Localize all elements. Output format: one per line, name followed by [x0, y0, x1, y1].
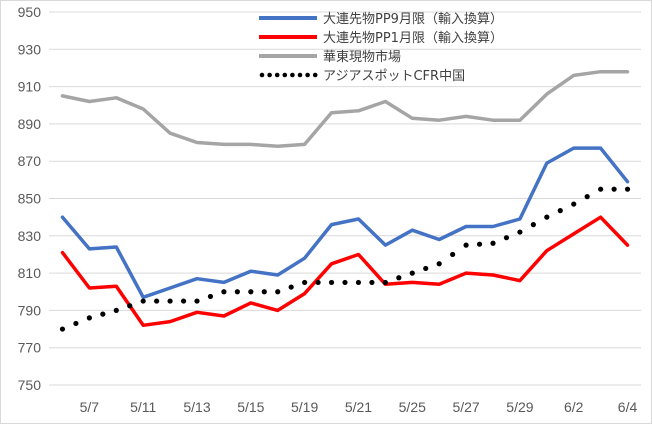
y-tick-label: 930: [18, 41, 42, 57]
data-point: [248, 289, 254, 295]
x-tick-label: 5/15: [237, 399, 264, 415]
dot-marker: [73, 320, 79, 327]
legend-swatch: [297, 72, 303, 78]
y-tick-label: 950: [18, 4, 42, 20]
series-2: [60, 215, 630, 328]
y-tick-label: 790: [18, 302, 42, 318]
dot-marker: [396, 275, 402, 281]
series-line: [60, 146, 630, 300]
series-line: [60, 69, 630, 149]
x-tick-label: 6/2: [564, 399, 584, 415]
data-point: [140, 298, 146, 304]
dot-marker: [450, 251, 456, 258]
dot-marker: [261, 289, 267, 295]
data-point: [490, 240, 496, 246]
legend-label: 大連先物PP9月限（輸入換算）: [323, 12, 503, 27]
x-tick-label: 6/4: [618, 399, 638, 415]
data-point: [382, 279, 388, 286]
data-point: [571, 201, 577, 207]
x-tick-label: 5/27: [452, 399, 479, 415]
legend-swatch: [259, 72, 265, 78]
dot-marker: [369, 279, 375, 286]
data-point: [167, 298, 173, 304]
dot-marker: [503, 235, 510, 241]
data-point: [194, 298, 200, 304]
dot-marker: [288, 284, 294, 290]
data-point: [598, 186, 604, 192]
x-tick-label: 5/25: [399, 399, 426, 415]
dot-marker: [530, 222, 536, 228]
legend-swatch: [290, 72, 295, 78]
data-point: [544, 214, 550, 220]
y-tick-label: 830: [18, 228, 42, 244]
data-point: [355, 279, 362, 286]
data-point: [221, 289, 227, 295]
legend-swatch: [274, 72, 280, 78]
gridlines: [49, 11, 641, 386]
dot-marker: [207, 293, 214, 300]
data-point: [302, 279, 308, 286]
y-tick-label: 810: [18, 265, 42, 281]
data-point: [463, 242, 469, 248]
legend-label: 大連先物PP1月限（輸入換算）: [323, 31, 503, 46]
series-3: [60, 69, 630, 149]
series-1: [60, 146, 630, 300]
x-tick-label: 5/29: [506, 399, 533, 415]
legend-swatch: [267, 72, 272, 78]
y-tick-label: 910: [18, 79, 42, 95]
data-point: [409, 270, 415, 276]
data-point: [624, 186, 631, 192]
y-tick-label: 850: [18, 191, 42, 207]
series-4: [59, 186, 631, 332]
dot-marker: [557, 208, 563, 214]
data-point: [328, 279, 335, 286]
x-tick-label: 5/11: [130, 399, 156, 415]
legend: 大連先物PP9月限（輸入換算） 大連先物PP1月限（輸入換算） 華東現物市場アジアス…: [259, 12, 503, 84]
dot-marker: [315, 279, 321, 286]
legend-swatch: [312, 72, 318, 78]
dot-marker: [342, 279, 348, 286]
dot-marker: [127, 303, 133, 309]
legend-label: 華東現物市場: [323, 49, 401, 65]
series-lines: [59, 69, 631, 332]
x-axis: 5/7 5/11 5/13 5/15 5/19 5/21 5/25 5/27 5/29 6/2 6/…: [80, 399, 638, 415]
y-tick-label: 890: [18, 116, 42, 132]
y-tick-label: 870: [18, 153, 42, 169]
y-tick-label: 770: [18, 340, 42, 356]
x-tick-label: 5/19: [291, 399, 318, 415]
dot-marker: [423, 265, 429, 272]
dot-marker: [100, 311, 106, 317]
x-tick-label: 5/21: [345, 399, 372, 415]
data-point: [86, 315, 92, 321]
dot-marker: [476, 241, 483, 247]
legend-label: アジアスポットCFR中国: [323, 69, 465, 84]
data-point: [113, 307, 119, 313]
dot-marker: [180, 298, 187, 304]
data-point: [517, 229, 523, 235]
legend-swatch: [305, 72, 310, 78]
data-point: [275, 289, 281, 295]
dot-marker: [611, 186, 617, 192]
data-point: [59, 326, 66, 332]
x-tick-label: 5/7: [80, 399, 100, 415]
y-axis: 750 770 790 810 830 850 870 890 910 930 950: [18, 4, 42, 393]
x-tick-label: 5/13: [183, 399, 210, 415]
dot-marker: [584, 194, 590, 200]
dot-marker: [154, 298, 160, 304]
dot-marker: [234, 289, 240, 295]
y-tick-label: 750: [18, 377, 42, 393]
legend-swatch: [282, 72, 288, 78]
data-point: [436, 261, 442, 267]
series-line: [60, 215, 630, 328]
